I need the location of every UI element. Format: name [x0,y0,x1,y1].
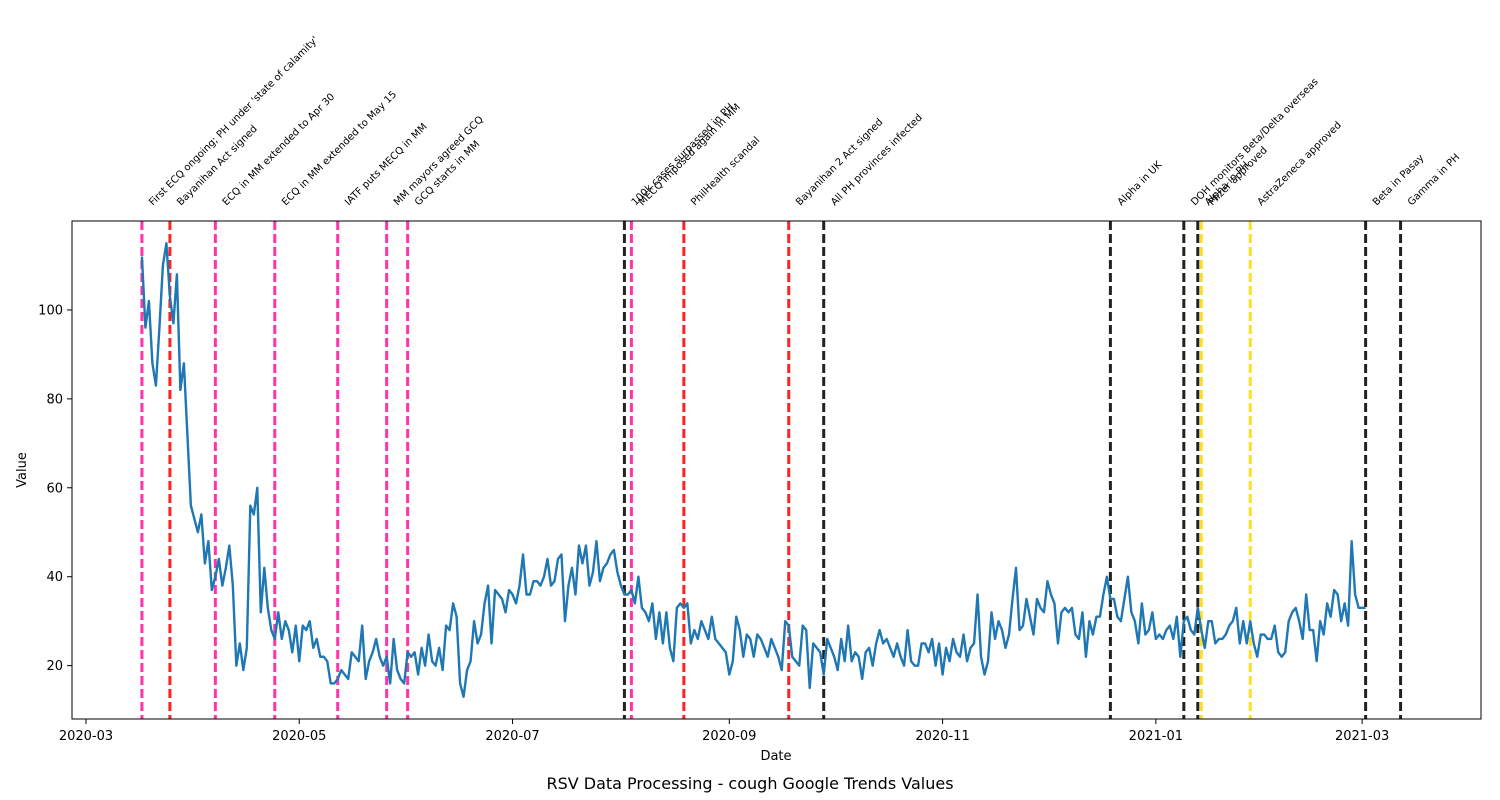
x-tick-label: 2021-01 [1129,729,1183,744]
y-tick-label: 60 [46,481,63,496]
event-label: First ECQ ongoing; PH under 'state of ca… [147,35,321,209]
y-axis-title: Value [15,452,30,488]
event-label: ECQ in MM extended to May 15 [280,89,399,208]
x-tick-label: 2020-07 [485,729,539,744]
event-labels-group: First ECQ ongoing; PH under 'state of ca… [147,35,1462,209]
x-tick-label: 2020-11 [915,729,969,744]
trend-line [140,242,1366,698]
y-axis: 20 40 60 80 100 [38,303,72,674]
x-axis-title: Date [760,749,791,764]
x-tick-label: 2020-05 [272,729,326,744]
chart-title: RSV Data Processing - cough Google Trend… [546,774,953,793]
y-tick-label: 40 [46,570,63,585]
x-axis: 2020-03 2020-05 2020-07 2020-09 2020-11 2021-… [59,719,1389,744]
event-label: DOH monitors Beta/Delta overseas [1189,77,1321,209]
y-tick-label: 20 [46,659,63,674]
y-tick-label: 100 [38,303,63,318]
x-tick-label: 2020-03 [59,729,113,744]
x-tick-label: 2020-09 [702,729,756,744]
event-lines-group [140,221,1403,719]
event-label: MM mayors agreed GCQ [392,114,486,208]
event-label: Alpha in UK [1116,159,1165,208]
plot-area [71,220,1482,720]
event-label: MECQ imposed again in MM [637,102,743,208]
y-tick-label: 80 [46,392,63,407]
x-tick-label: 2021-03 [1335,729,1389,744]
